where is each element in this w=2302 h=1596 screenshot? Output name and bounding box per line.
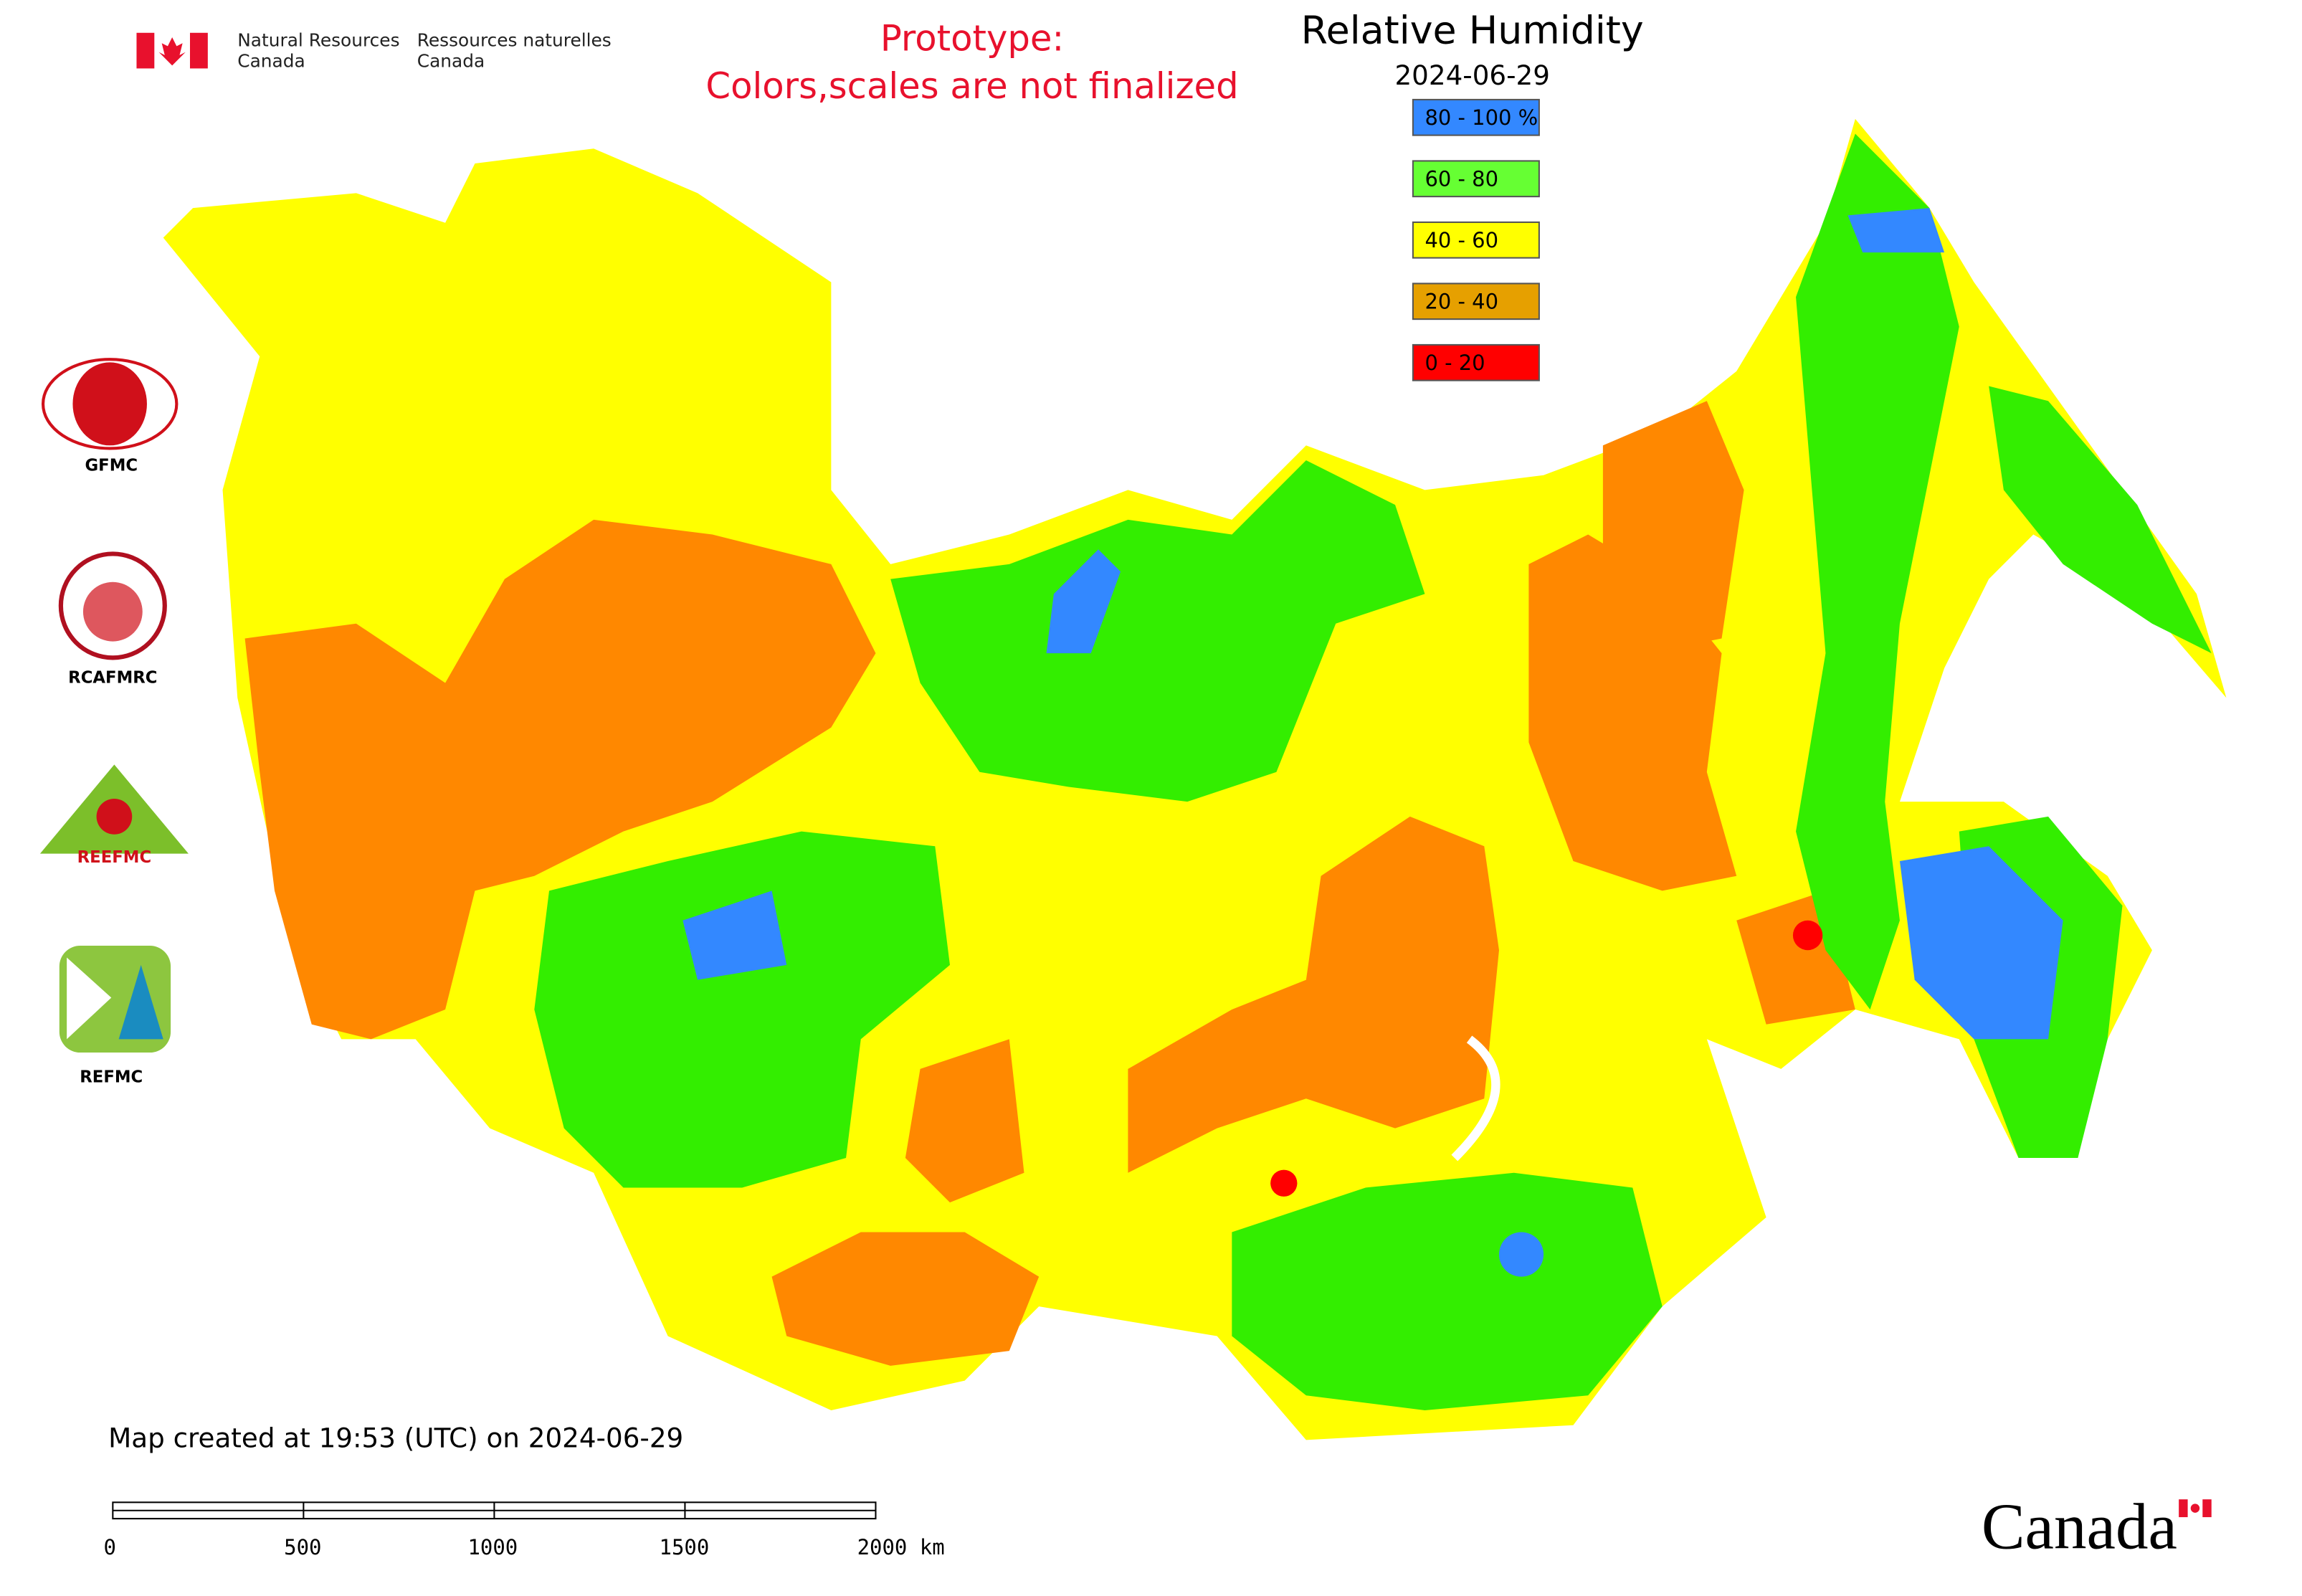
logo-refmc	[59, 945, 171, 1053]
org-fr: Canada	[417, 50, 485, 71]
logo-reefmc	[39, 764, 189, 854]
legend-swatch	[1412, 282, 1540, 320]
legend: 80 - 100 % 60 - 80 40 - 60 20 - 40 0 - 20	[1412, 98, 1540, 381]
scale-label: 500	[284, 1535, 321, 1559]
scale-bar	[112, 1501, 877, 1520]
legend-swatch	[1412, 343, 1540, 381]
created-note: Map created at 19:53 (UTC) on 2024-06-29	[108, 1422, 683, 1454]
canada-wordmark: Canada	[1982, 1491, 2177, 1563]
notice: Prototype:	[880, 18, 1064, 60]
legend-date: 2024-06-29	[1394, 60, 1549, 91]
map	[163, 118, 2227, 1440]
logo-rcafmrc	[58, 551, 167, 660]
scale-label: 1000	[467, 1535, 518, 1559]
legend-title: Relative Humidity	[1301, 7, 1644, 52]
legend-label: 80 - 100 %	[1425, 105, 1538, 130]
logo-label: REFMC	[80, 1068, 143, 1086]
legend-label: 20 - 40	[1425, 290, 1498, 314]
logo-label: GFMC	[85, 457, 138, 475]
org-fr: Ressources naturelles	[417, 29, 612, 50]
org-en: Canada	[237, 50, 305, 71]
scale-label: 2000 km	[857, 1535, 945, 1559]
scale-label: 1500	[660, 1535, 710, 1559]
wordmark-flag	[2179, 1499, 2212, 1518]
logo-label: RCAFMRC	[68, 669, 157, 688]
legend-label: 60 - 80	[1425, 167, 1498, 191]
legend-label: 40 - 60	[1425, 228, 1498, 252]
legend-label: 0 - 20	[1425, 351, 1485, 375]
org-en: Natural Resources	[237, 29, 399, 50]
logo-label: REEFMC	[77, 848, 152, 867]
legend-swatch	[1412, 98, 1540, 136]
legend-swatch	[1412, 160, 1540, 198]
logo-gfmc	[41, 358, 179, 450]
legend-swatch	[1412, 221, 1540, 259]
scale-label: 0	[103, 1535, 115, 1559]
canada-flag	[136, 32, 208, 69]
notice: Colors,scales are not finalized	[705, 65, 1238, 107]
